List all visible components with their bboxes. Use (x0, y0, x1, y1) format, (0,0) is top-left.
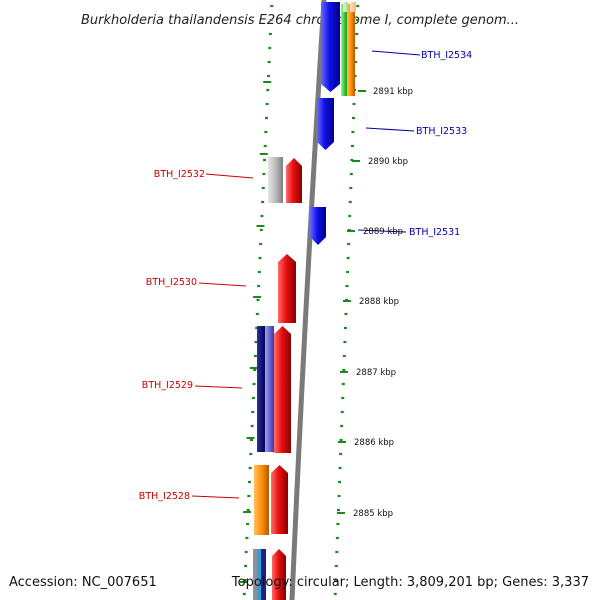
gene-arrows (271, 2, 340, 534)
gene-feature-gray (268, 157, 283, 203)
gene-label-bth-i2532[interactable]: BTH_I2532 (154, 169, 205, 180)
gene-arrow-bth-i2533[interactable] (317, 98, 334, 150)
gene-feature-orange-lower (254, 465, 269, 535)
tick-label-2885: 2885 kbp (353, 509, 393, 519)
tick-label-2886: 2886 kbp (354, 438, 394, 448)
gene-label-bth-i2529[interactable]: BTH_I2529 (142, 380, 193, 391)
gene-label-bth-i2534[interactable]: BTH_I2534 (421, 50, 472, 61)
map-title: Burkholderia thailandensis E264 chromoso… (81, 13, 519, 28)
gene-label-bth-i2530[interactable]: BTH_I2530 (146, 277, 197, 288)
tick-label-2887: 2887 kbp (356, 368, 396, 378)
kbp-ticks: 2891 kbp 2890 kbp 2889 kbp 2888 kbp 2887… (337, 87, 413, 519)
gene-feature-navy-bottom (261, 549, 266, 600)
unlabeled-features (253, 2, 356, 600)
accession-text: Accession: NC_007651 (9, 575, 157, 590)
gene-label-bth-i2531[interactable]: BTH_I2531 (409, 227, 460, 238)
gene-feature-gray-bottom (253, 549, 257, 600)
label-leader-lines (191, 50, 421, 499)
leader-line-bth-i2530 (198, 282, 247, 287)
tick-label-2890: 2890 kbp (368, 157, 408, 167)
gene-arrow-bth-i2528[interactable] (271, 465, 288, 534)
gene-feature-purple (265, 326, 274, 452)
gene-feature-orange (347, 4, 355, 96)
gene-feature-cyan-bottom (257, 549, 261, 600)
leader-line-bth-i2528 (191, 495, 240, 499)
leader-line-bth-i2533 (365, 127, 415, 132)
gene-arrow-bth-i2534[interactable] (321, 2, 340, 92)
gene-feature-mint (343, 2, 348, 12)
gene-arrow-bth-i2529[interactable] (274, 326, 291, 453)
topology-text: Topology: circular; Length: 3,809,201 bp… (231, 575, 589, 590)
gene-feature-peach (350, 2, 356, 12)
leader-line-bth-i2529 (194, 385, 243, 389)
gene-feature-navy (257, 326, 267, 452)
chromosome-backbone (289, 0, 327, 600)
gene-feature-green (341, 4, 349, 96)
gene-arrow-bth-i2530[interactable] (278, 254, 296, 323)
gene-label-bth-i2533[interactable]: BTH_I2533 (416, 126, 467, 137)
leader-line-bth-i2534 (371, 50, 421, 56)
gene-arrow-bth-i2531[interactable] (310, 207, 326, 245)
tick-label-2891: 2891 kbp (373, 87, 413, 97)
gene-labels: BTH_I2534 BTH_I2533 BTH_I2532 BTH_I2531 … (139, 50, 472, 502)
gene-arrow-bth-i2532[interactable] (286, 158, 302, 203)
gene-label-bth-i2528[interactable]: BTH_I2528 (139, 491, 190, 502)
gene-feature-red-bottom (272, 549, 286, 600)
leader-line-bth-i2532 (205, 173, 254, 179)
leader-line-bth-i2531 (357, 229, 407, 233)
tick-label-2888: 2888 kbp (359, 297, 399, 307)
tick-label-2889: 2889 kbp (363, 227, 403, 237)
